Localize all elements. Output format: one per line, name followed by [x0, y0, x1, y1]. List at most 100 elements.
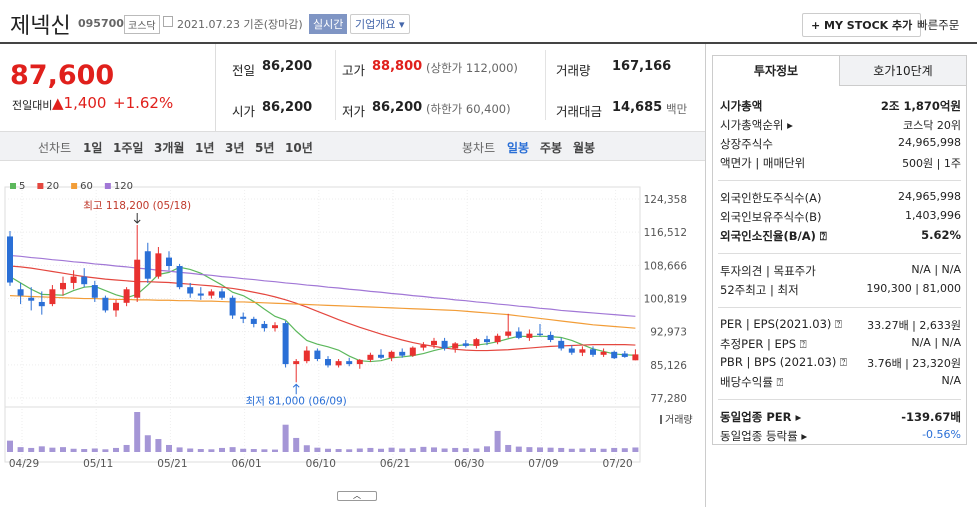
legend-label: 20 — [46, 181, 59, 192]
volume-bar — [484, 446, 490, 452]
candle-body — [102, 297, 109, 311]
volume-bar — [282, 424, 289, 452]
overview-button[interactable]: 기업개요 ▾ — [350, 14, 410, 34]
volume-bar — [261, 449, 268, 452]
info-row: PBR | BPS (2021.03) ⍰ 3.76배 | 23,320원 — [720, 355, 961, 373]
period-bar — [0, 131, 705, 161]
plot-frame — [4, 186, 641, 463]
info-label: 투자의견 | 목표주가 — [720, 264, 816, 278]
info-label: PBR | BPS (2021.03) ⍰ — [720, 355, 847, 369]
period-tab[interactable]: 일봉 — [507, 141, 530, 155]
period-tab[interactable]: 3년 — [225, 141, 245, 155]
divider — [705, 44, 706, 507]
candle-body — [378, 354, 384, 358]
candle-body — [452, 343, 459, 349]
realtime-button[interactable]: 실시간 — [309, 14, 348, 34]
info-value: 33.27배 | 2,633원 — [867, 319, 961, 332]
mystock-button[interactable]: + MY STOCK 추가 — [802, 13, 922, 37]
divider — [215, 44, 216, 131]
candle-body — [293, 361, 300, 365]
candle-body — [611, 351, 618, 359]
candle-body — [515, 331, 522, 338]
candle-body — [494, 335, 501, 343]
volume-bar — [144, 435, 151, 452]
candle-body — [431, 340, 437, 346]
volume-bar — [431, 447, 437, 452]
legend-label: 60 — [80, 181, 93, 192]
panel-tab[interactable]: 투자정보 — [712, 55, 840, 86]
x-tick-label: 07/09 — [528, 458, 558, 470]
volume-bar — [452, 447, 459, 452]
quote-value: 86,200 — [262, 59, 313, 74]
candle-body — [600, 351, 607, 355]
change-label: 전일대비 — [12, 99, 53, 112]
volume-bar — [81, 449, 88, 452]
period-tab[interactable]: 1일 — [83, 141, 103, 155]
candle-body — [81, 276, 88, 285]
period-tab[interactable]: 1주일 — [113, 141, 144, 155]
volume-bar — [314, 447, 321, 452]
candle-body — [197, 293, 204, 296]
period-tab[interactable]: 10년 — [285, 141, 313, 155]
volume-bar — [38, 446, 45, 452]
y-tick-label: 124,358 — [644, 194, 687, 206]
candle-body — [399, 351, 406, 356]
volume-bar — [378, 448, 384, 452]
quote-sub: (상한가 112,000) — [426, 61, 518, 75]
candle-body — [462, 343, 469, 346]
volume-bar — [420, 446, 427, 452]
quote-sub: 백만 — [666, 102, 688, 116]
info-label: 추정PER | EPS ⍰ — [720, 337, 807, 351]
period-tab[interactable]: 1년 — [195, 141, 215, 155]
x-tick-label: 05/21 — [157, 458, 187, 470]
candle-body — [49, 289, 56, 305]
candle-body — [505, 331, 512, 336]
y-tick-label: 100,819 — [644, 294, 687, 306]
candle-body — [314, 350, 321, 360]
calendar-icon — [163, 16, 173, 27]
quote-label: 거래대금 — [556, 104, 603, 119]
period-tab[interactable]: 3개월 — [154, 141, 185, 155]
chart: 124,358 116,512 108,666 100,819 92,973 85,126… — [4, 181, 693, 470]
volume-bar — [611, 447, 618, 452]
volume-bar — [356, 448, 363, 452]
quote-value: 86,200 — [372, 100, 423, 115]
volume-bar — [187, 448, 194, 452]
candle-body — [388, 351, 395, 358]
candle-body — [473, 339, 480, 346]
candle-body — [558, 340, 565, 349]
info-row: 외국인소진율(B/A) ⍰ 5.62% — [720, 228, 961, 246]
info-row: 동일업종 PER ▸ -139.67배 — [720, 409, 961, 427]
ma-line — [9, 295, 636, 329]
period-tab[interactable]: 주봉 — [540, 141, 563, 155]
candle-body — [261, 323, 268, 329]
period-tab[interactable]: 월봉 — [573, 141, 596, 155]
info-row: 시가총액 2조 1,870억원 — [720, 98, 961, 116]
quote-label: 고가 — [342, 63, 366, 78]
volume-bar — [70, 448, 77, 452]
volume-bar — [494, 430, 501, 452]
candle-body — [28, 297, 35, 301]
candle-body — [526, 333, 533, 338]
panel-tab[interactable]: 호가10단계 — [839, 55, 967, 86]
info-value: 3.76배 | 23,320원 — [867, 357, 961, 370]
volume-bar — [17, 447, 24, 452]
quick-order[interactable]: 빠른주문 — [917, 18, 960, 32]
info-row: 52주최고 | 최저 190,300 | 81,000 — [720, 282, 961, 300]
info-label: 상장주식수 — [720, 137, 773, 151]
info-label: 액면가 | 매매단위 — [720, 156, 806, 170]
volume-bar — [155, 439, 162, 452]
volume-bar — [250, 449, 257, 452]
candle-body — [420, 345, 427, 348]
x-tick-label: 06/01 — [231, 458, 261, 470]
volume-bar — [346, 449, 353, 452]
info-label: 52주최고 | 최저 — [720, 283, 799, 297]
candle-body — [346, 361, 353, 365]
info-row: 추정PER | EPS ⍰ N/A | N/A — [720, 336, 961, 354]
candle-body — [219, 291, 225, 298]
period-tab[interactable]: 5년 — [255, 141, 275, 155]
quote-label: 거래량 — [556, 63, 591, 78]
divider — [335, 50, 336, 120]
collapse-button[interactable]: ︿ — [337, 491, 377, 501]
